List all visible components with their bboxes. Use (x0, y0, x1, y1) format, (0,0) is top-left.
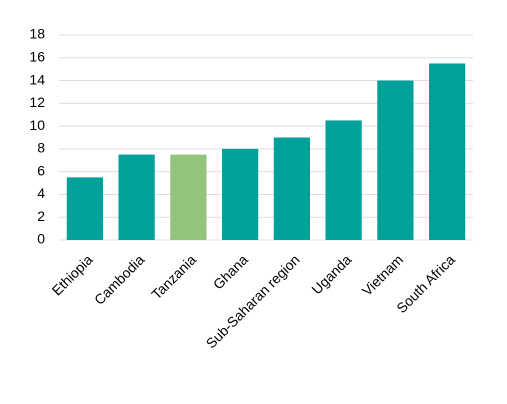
y-tick-label: 6 (37, 162, 45, 178)
x-tick-label: Ghana (210, 251, 251, 292)
bar (170, 154, 207, 240)
x-tick-label: Sub-Saharan region (203, 251, 303, 351)
y-tick-label: 8 (37, 140, 45, 156)
y-tick-label: 0 (37, 231, 45, 247)
bar (429, 63, 466, 240)
y-tick-label: 14 (29, 71, 45, 87)
y-tick-label: 10 (29, 117, 45, 133)
y-tick-label: 2 (37, 208, 45, 224)
x-tick-label: Ethiopia (49, 251, 96, 298)
x-tick-label: Uganda (308, 251, 354, 297)
bar (66, 177, 103, 240)
x-tick-label: Tanzania (148, 251, 199, 302)
y-tick-label: 18 (29, 26, 45, 42)
bar (377, 80, 414, 240)
bar (222, 148, 259, 240)
bar (273, 137, 310, 240)
bar (118, 154, 155, 240)
y-tick-label: 4 (37, 185, 45, 201)
x-tick-label: Vietnam (359, 251, 406, 298)
bar (325, 120, 362, 240)
y-tick-label: 12 (29, 94, 45, 110)
y-tick-label: 16 (29, 48, 45, 64)
x-tick-label: Cambodia (91, 251, 148, 308)
